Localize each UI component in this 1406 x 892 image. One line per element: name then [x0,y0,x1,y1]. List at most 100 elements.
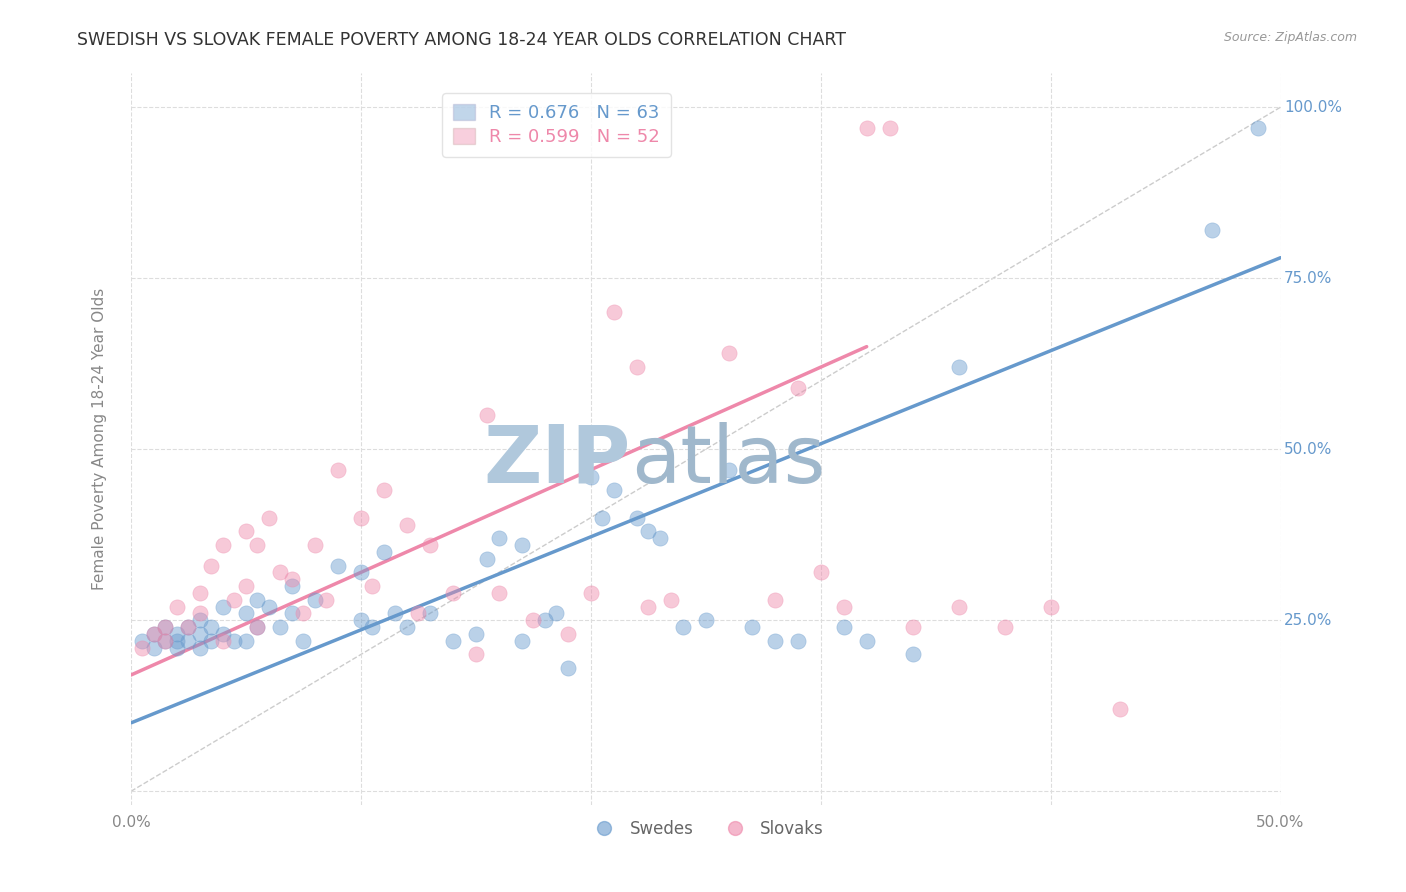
Point [464,627,486,641]
Point [395,517,418,532]
Point [257,599,280,614]
Point [166,599,188,614]
Y-axis label: Female Poverty Among 18-24 Year Olds: Female Poverty Among 18-24 Year Olds [93,288,107,591]
Point [741,620,763,634]
Point [350,613,373,627]
Point [626,510,648,524]
Point [200,633,222,648]
Point [142,640,165,655]
Point [155,633,177,648]
Point [579,586,602,600]
Point [269,620,291,634]
Point [212,627,235,641]
Point [246,592,269,607]
Point [281,579,304,593]
Point [1201,223,1223,237]
Point [155,633,177,648]
Point [1246,120,1268,135]
Point [200,558,222,573]
Point [188,607,211,621]
Point [879,120,901,135]
Point [695,613,717,627]
Point [763,592,786,607]
Point [350,566,373,580]
Point [212,538,235,552]
Point [1108,702,1130,716]
Point [292,607,315,621]
Point [131,633,153,648]
Point [477,408,499,422]
Point [361,579,384,593]
Point [533,613,555,627]
Point [212,599,235,614]
Point [212,633,235,648]
Point [419,538,441,552]
Point [373,483,395,498]
Point [246,538,269,552]
Point [832,599,855,614]
Point [326,463,349,477]
Point [546,607,568,621]
Point [855,633,877,648]
Point [510,538,533,552]
Point [188,586,211,600]
Point [441,586,464,600]
Point [235,633,257,648]
Point [441,633,464,648]
Point [166,640,188,655]
Point [557,627,579,641]
Text: Source: ZipAtlas.com: Source: ZipAtlas.com [1223,31,1357,45]
Point [419,607,441,621]
Point [188,640,211,655]
Point [901,620,924,634]
Point [672,620,695,634]
Point [591,510,613,524]
Point [557,661,579,675]
Text: 25.0%: 25.0% [1284,613,1333,628]
Point [373,545,395,559]
Point [177,620,200,634]
Point [395,620,418,634]
Point [142,627,165,641]
Text: 75.0%: 75.0% [1284,270,1333,285]
Text: 50.0%: 50.0% [1284,442,1333,457]
Point [361,620,384,634]
Point [855,120,877,135]
Point [281,607,304,621]
Point [224,592,246,607]
Point [408,607,430,621]
Point [510,633,533,648]
Point [659,592,682,607]
Point [246,620,269,634]
Point [994,620,1017,634]
Point [1039,599,1062,614]
Point [488,531,510,545]
Point [166,627,188,641]
Point [155,620,177,634]
Text: ZIP: ZIP [484,422,631,500]
Point [579,469,602,483]
Point [464,648,486,662]
Point [235,524,257,539]
Point [246,620,269,634]
Point [281,572,304,586]
Point [763,633,786,648]
Point [603,305,626,319]
Point [166,633,188,648]
Point [637,524,659,539]
Point [257,510,280,524]
Point [235,607,257,621]
Point [603,483,626,498]
Point [292,633,315,648]
Point [717,463,740,477]
Text: atlas: atlas [631,422,825,500]
Point [200,620,222,634]
Point [155,620,177,634]
Point [717,346,740,360]
Point [188,613,211,627]
Point [131,640,153,655]
Point [188,627,211,641]
Point [948,599,970,614]
Point [326,558,349,573]
Point [350,510,373,524]
